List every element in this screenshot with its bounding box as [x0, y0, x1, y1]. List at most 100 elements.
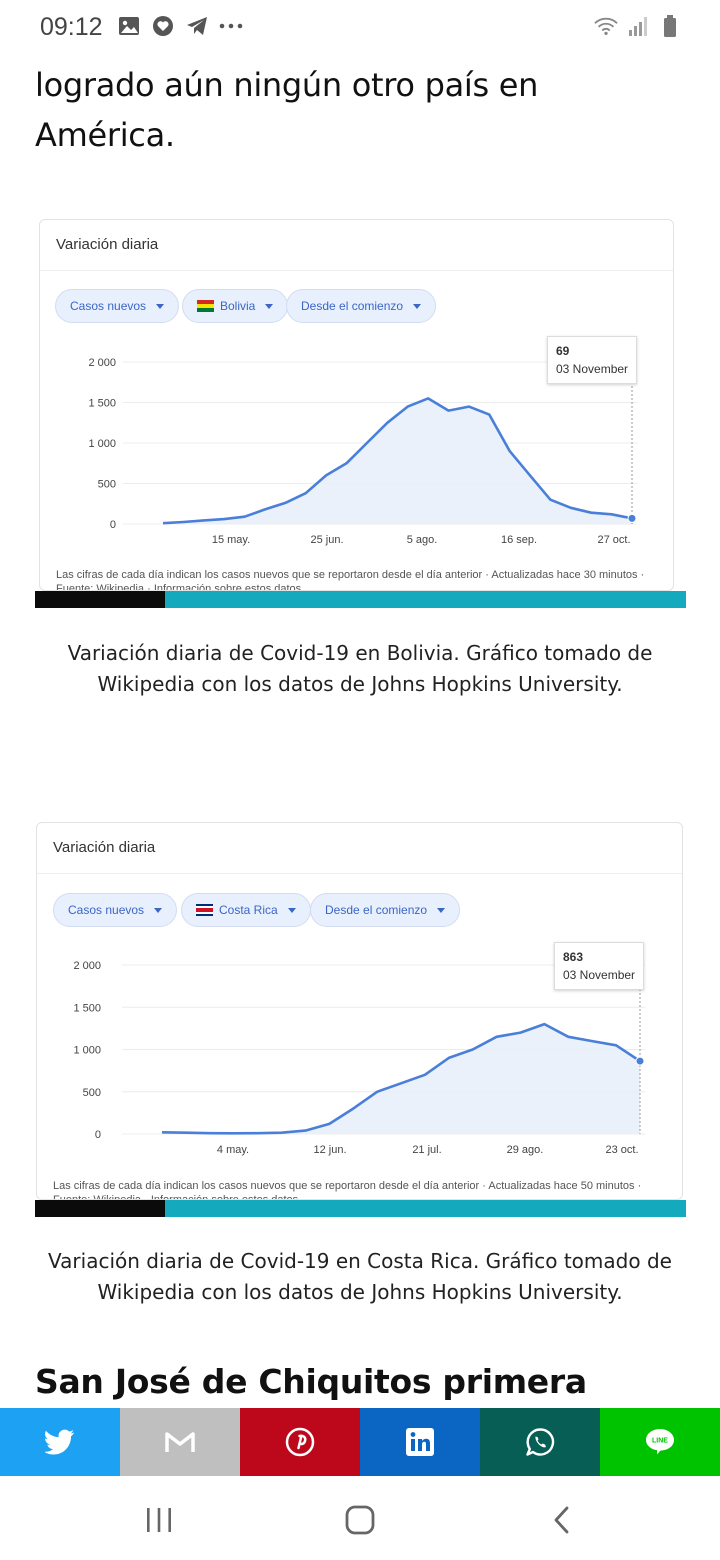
system-icons [594, 14, 682, 38]
navigation-bar [0, 1476, 720, 1560]
card-divider [37, 873, 682, 874]
range-dropdown[interactable]: Desde el comienzo [286, 289, 437, 323]
y-tick-label: 0 [95, 1129, 101, 1141]
y-tick-label: 2 000 [73, 960, 101, 972]
wifi-icon [594, 14, 618, 38]
x-tick-label: 15 may. [212, 534, 250, 546]
series-line [161, 1022, 641, 1135]
metric-dropdown-label: Casos nuevos [68, 903, 145, 917]
y-tick-label: 500 [83, 1087, 101, 1099]
figure-caption-costa-rica: Variación diaria de Covid-19 en Costa Ri… [48, 1249, 672, 1304]
chevron-down-icon [437, 907, 446, 913]
x-tick-label: 23 oct. [605, 1144, 638, 1156]
costa-rica-flag-icon [196, 904, 213, 916]
home-button[interactable] [340, 1500, 380, 1540]
twitter-share-button[interactable] [0, 1408, 120, 1476]
chevron-down-icon [154, 907, 163, 913]
y-tick-label: 500 [98, 479, 116, 491]
recent-apps-button[interactable] [139, 1500, 179, 1540]
range-dropdown-label: Desde el comienzo [301, 299, 404, 313]
linkedin-share-button[interactable] [360, 1408, 480, 1476]
country-dropdown-label: Bolivia [220, 299, 256, 313]
heart-chat-icon [151, 14, 175, 38]
back-icon [554, 1506, 569, 1534]
whatsapp-icon [526, 1428, 555, 1456]
linkedin-icon [406, 1428, 434, 1456]
card-title: Variación diaria [53, 839, 156, 856]
metric-dropdown[interactable]: Casos nuevos [53, 893, 178, 927]
y-tick-label: 2 000 [88, 357, 116, 369]
x-tick-label: 4 may. [217, 1144, 249, 1156]
chart-card-bolivia: 2 000 1 500 1 000 500 0 15 may. 25 jun. 5 ago. 1… [39, 219, 674, 591]
pinterest-share-button[interactable] [240, 1408, 360, 1476]
chart-tooltip: 69 03 November [547, 336, 638, 384]
tooltip-value: 863 [563, 950, 584, 964]
y-tick-label: 1 000 [88, 438, 116, 450]
chevron-down-icon [265, 303, 274, 309]
series-point [635, 1056, 645, 1066]
range-dropdown-label: Desde el comienzo [325, 903, 428, 917]
gmail-share-button[interactable] [120, 1408, 240, 1476]
tooltip-date: 03 November [563, 968, 636, 982]
figure-caption-bolivia: Variación diaria de Covid-19 en Bolivia.… [67, 641, 653, 696]
home-icon [345, 1505, 375, 1535]
notification-icons [117, 14, 243, 38]
x-tick-label: 21 jul. [412, 1144, 441, 1156]
whatsapp-share-button[interactable] [480, 1408, 600, 1476]
share-bar: LINE [0, 1408, 720, 1476]
back-button[interactable] [542, 1500, 582, 1540]
country-dropdown[interactable]: Bolivia [182, 289, 289, 323]
chart-costa-rica: 2 000 1 500 1 000 500 0 4 may. 12 jun. 21 jul. 2… [73, 953, 645, 1156]
status-time: 09:12 [40, 13, 103, 41]
chart-footnote: Las cifras de cada día indican los casos… [53, 1180, 642, 1200]
gmail-icon [165, 1432, 195, 1452]
card-divider [40, 270, 673, 271]
chevron-down-icon [156, 303, 165, 309]
gallery-icon [117, 14, 141, 38]
media-progress-fill [35, 1200, 165, 1217]
line-share-button[interactable]: LINE [600, 1408, 720, 1476]
recent-apps-icon [147, 1508, 171, 1532]
twitter-icon [45, 1429, 74, 1455]
svg-text:LINE: LINE [652, 1438, 668, 1445]
x-tick-label: 27 oct. [597, 534, 630, 546]
battery-icon [658, 14, 682, 38]
media-progress-fill [35, 591, 165, 608]
y-tick-label: 0 [110, 519, 116, 531]
tooltip-value: 69 [556, 344, 570, 358]
more-icon [219, 14, 243, 38]
media-progress-bar[interactable] [35, 591, 686, 608]
x-tick-label: 12 jun. [313, 1144, 346, 1156]
line-icon: LINE [646, 1429, 674, 1455]
telegram-icon [185, 14, 209, 38]
tooltip-date: 03 November [556, 362, 629, 376]
status-bar: 09:12 [0, 0, 720, 56]
section-heading: San José de Chiquitos primera [35, 1362, 587, 1401]
article-intro-text: logrado aún ningún otro país en América. [35, 66, 539, 154]
x-tick-label: 5 ago. [407, 534, 438, 546]
series-area [162, 1024, 640, 1134]
x-tick-label: 25 jun. [310, 534, 343, 546]
metric-dropdown[interactable]: Casos nuevos [55, 289, 180, 323]
chart-footnote: Las cifras de cada día indican los casos… [56, 569, 645, 591]
y-tick-label: 1 500 [88, 398, 116, 410]
chart-card-costa-rica: 2 000 1 500 1 000 500 0 4 may. 12 jun. 21 jul. 2… [36, 822, 683, 1200]
y-tick-label: 1 000 [73, 1045, 101, 1057]
y-tick-label: 1 500 [73, 1002, 101, 1014]
series-area [163, 398, 632, 524]
range-dropdown[interactable]: Desde el comienzo [310, 893, 461, 927]
signal-icon [626, 14, 650, 38]
pinterest-icon [285, 1427, 315, 1457]
media-progress-bar[interactable] [35, 1200, 686, 1217]
country-dropdown[interactable]: Costa Rica [181, 893, 311, 927]
x-tick-label: 16 sep. [501, 534, 537, 546]
card-title: Variación diaria [56, 236, 159, 253]
x-tick-label: 29 ago. [507, 1144, 544, 1156]
metric-dropdown-label: Casos nuevos [70, 299, 147, 313]
country-dropdown-label: Costa Rica [219, 903, 278, 917]
chart-bolivia: 2 000 1 500 1 000 500 0 15 may. 25 jun. 5 ago. 1… [88, 350, 637, 546]
bolivia-flag-icon [197, 300, 214, 312]
series-point [627, 513, 637, 523]
chevron-down-icon [413, 303, 422, 309]
series-line [162, 397, 633, 525]
